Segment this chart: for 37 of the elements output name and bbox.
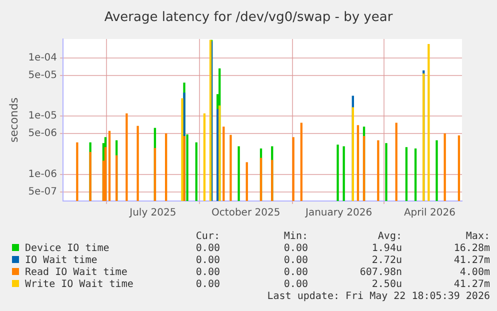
chart-title: Average latency for /dev/vg0/swap - by year — [103, 10, 394, 25]
legend-label: IO Wait time — [24, 255, 98, 267]
y-tick-label: 5e-05 — [28, 70, 58, 81]
y-tick-label: 5e-07 — [28, 186, 58, 198]
text: 0.00 — [194, 279, 220, 291]
y-tick-label: 1e-05 — [28, 110, 58, 122]
y-tick-label: 1e-04 — [28, 52, 58, 64]
y-tick-label: 5e-06 — [28, 128, 58, 140]
text: 16.28m — [452, 243, 490, 255]
legend-label: Read IO Wait time — [24, 267, 128, 279]
text: Cur: — [194, 231, 220, 243]
text: 2.72u — [370, 255, 402, 267]
legend-label: Device IO time — [24, 243, 110, 255]
x-tick-label: July 2025 — [128, 208, 176, 219]
text: 607.98n — [358, 267, 402, 279]
x-tick-label: October 2025 — [212, 208, 280, 219]
text: Min: — [282, 231, 308, 243]
x-tick-label: January 2026 — [304, 208, 372, 219]
text: Last update: Fri May 22 18:05:39 2026 — [266, 291, 490, 303]
text: 0.00 — [194, 267, 220, 279]
text: 4.00m — [458, 267, 490, 279]
text: 2.50u — [370, 279, 402, 291]
text: 1.94u — [370, 243, 402, 255]
text: 0.00 — [282, 243, 308, 255]
text: 0.00 — [282, 267, 308, 279]
y-tick-label: 1e-06 — [28, 169, 58, 180]
text: Max: — [464, 231, 490, 243]
text: 0.00 — [282, 255, 308, 267]
text: 0.00 — [194, 243, 220, 255]
legend-label: Write IO Wait time — [24, 279, 134, 291]
text: 0.00 — [282, 279, 308, 291]
text: 41.27m — [452, 279, 490, 291]
text: 41.27m — [452, 255, 490, 267]
text: 0.00 — [194, 255, 220, 267]
y-axis-title: seconds — [7, 97, 20, 142]
text: Avg: — [376, 231, 402, 243]
x-tick-label: April 2026 — [404, 208, 456, 219]
